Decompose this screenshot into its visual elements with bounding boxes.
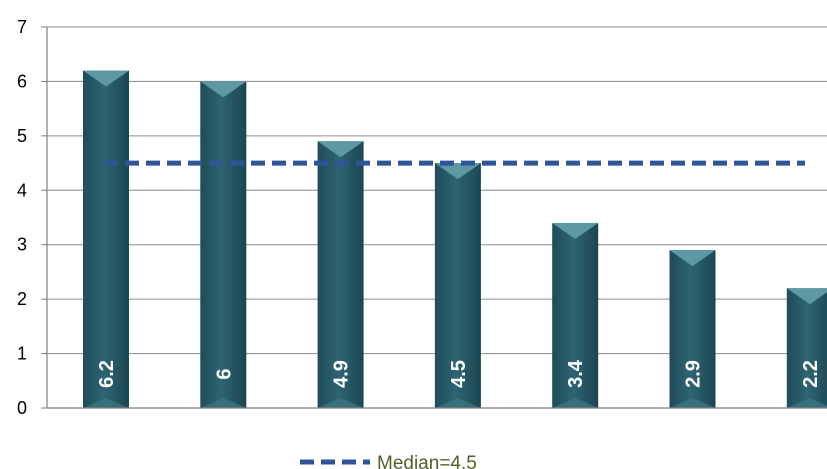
bar-value-label: 6.2 bbox=[96, 360, 118, 388]
bar-cap bbox=[317, 141, 364, 158]
bar-cap bbox=[83, 70, 129, 87]
bar-cap bbox=[200, 81, 247, 98]
bar-value-label: 4.5 bbox=[448, 360, 470, 388]
y-tick-label: 5 bbox=[17, 126, 27, 146]
bar-cap bbox=[669, 250, 716, 267]
bar-value-label: 3.4 bbox=[565, 359, 587, 388]
bar-cap bbox=[434, 163, 481, 180]
bar-body bbox=[552, 222, 599, 408]
legend-label-median: Median=4.5 bbox=[377, 453, 477, 469]
bar: 2.2 bbox=[786, 288, 827, 408]
bar-body bbox=[200, 81, 247, 408]
y-tick-label: 0 bbox=[17, 398, 27, 418]
bar: 6 bbox=[200, 81, 247, 408]
bar-body bbox=[317, 141, 364, 409]
y-tick-label: 2 bbox=[17, 289, 27, 309]
bar-cap bbox=[786, 288, 827, 305]
bar-value-label: 2.2 bbox=[800, 360, 822, 388]
bar-base bbox=[669, 398, 716, 408]
bar: 3.4 bbox=[552, 222, 599, 408]
y-tick-label: 1 bbox=[17, 344, 27, 364]
bar-body bbox=[786, 288, 827, 408]
bar-base bbox=[83, 398, 129, 408]
bar-cap bbox=[552, 222, 599, 239]
y-tick-label: 6 bbox=[17, 71, 27, 91]
bar-base bbox=[434, 398, 481, 408]
bar-body bbox=[669, 250, 716, 408]
bar: 4.9 bbox=[317, 141, 364, 409]
bar-value-label: 2.9 bbox=[683, 360, 705, 388]
bar: 6.2 bbox=[83, 70, 129, 409]
bar-base bbox=[200, 398, 247, 408]
y-tick-label: 3 bbox=[17, 235, 27, 255]
bar-value-label: 6 bbox=[213, 368, 235, 379]
legend: Median=4.5 bbox=[300, 453, 477, 469]
bar-base bbox=[552, 398, 599, 408]
bar-body bbox=[83, 70, 129, 409]
bar-base bbox=[786, 398, 827, 408]
y-tick-label: 7 bbox=[17, 17, 27, 37]
bar: 2.9 bbox=[669, 250, 716, 408]
bars: 6.2 6 4.9 4.5 3.4 2.9 2.2 bbox=[83, 70, 827, 409]
bar-value-label: 4.9 bbox=[331, 360, 353, 388]
y-tick-label: 4 bbox=[17, 180, 27, 200]
bar-base bbox=[317, 398, 364, 408]
y-axis-ticks: 0 1 2 3 4 5 6 7 bbox=[17, 17, 47, 418]
bar-body bbox=[434, 163, 481, 408]
bar: 4.5 bbox=[434, 163, 481, 408]
